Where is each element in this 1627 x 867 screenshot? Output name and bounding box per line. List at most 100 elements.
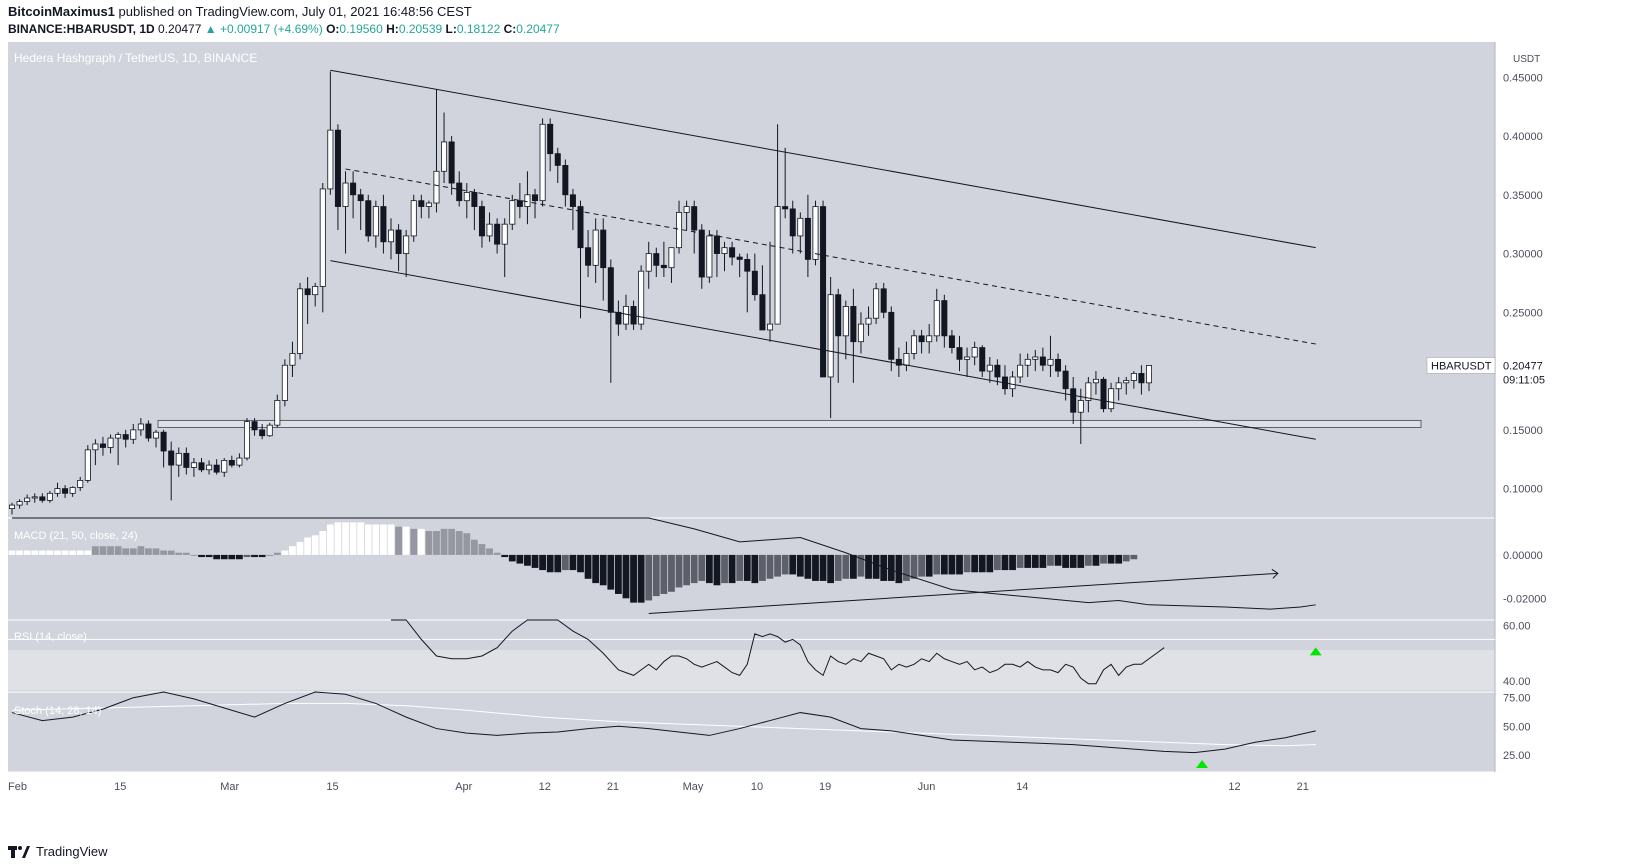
macd-hist-bar xyxy=(16,550,23,555)
bear-candle xyxy=(789,208,796,237)
bear-candle xyxy=(1062,370,1069,390)
macd-hist-bar xyxy=(1039,554,1047,568)
macd-hist-bar xyxy=(167,550,175,555)
bear-candle xyxy=(160,431,167,452)
bear-candle xyxy=(956,347,963,360)
bull-candle xyxy=(46,492,53,501)
macd-hist-bar xyxy=(342,522,349,555)
stoch-pane-bg xyxy=(8,692,1495,772)
macd-hist-bar xyxy=(796,554,804,577)
macd-hist-bar xyxy=(54,550,61,555)
macd-hist-bar xyxy=(463,533,471,555)
bull-candle xyxy=(1092,378,1099,384)
x-tick-label: 21 xyxy=(607,781,619,793)
bear-candle xyxy=(569,194,576,207)
bear-candle xyxy=(880,288,887,313)
macd-hist-bar xyxy=(69,550,77,555)
bull-candle xyxy=(236,457,243,466)
macd-hist-bar xyxy=(220,554,228,560)
bull-candle xyxy=(84,449,91,481)
macd-hist-bar xyxy=(933,554,941,575)
macd-hist-bar xyxy=(516,554,524,564)
macd-hist-bar xyxy=(1107,554,1115,564)
bull-candle xyxy=(933,300,940,337)
bull-candle xyxy=(1032,356,1039,360)
bull-candle xyxy=(1009,376,1016,390)
macd-hist-bar xyxy=(122,548,130,555)
open-value: 0.19560 xyxy=(339,22,383,36)
bull-candle xyxy=(1085,382,1092,401)
symbol-line[interactable]: BINANCE:HBARUSDT, 1D xyxy=(8,22,155,36)
bear-candle xyxy=(607,267,614,313)
macd-hist-bar xyxy=(38,550,46,555)
macd-hist-bar xyxy=(842,554,850,579)
macd-hist-bar xyxy=(91,546,99,555)
bull-candle xyxy=(115,434,122,439)
stoch-tick-label: 50.00 xyxy=(1503,721,1531,733)
macd-hist-bar xyxy=(380,524,387,555)
x-tick-label: 14 xyxy=(1016,781,1028,793)
macd-hist-bar xyxy=(281,550,289,555)
tradingview-brand[interactable]: TradingView xyxy=(36,844,108,859)
pane-labels: Hedera Hashgraph / TetherUS, 1D, BINANCE… xyxy=(14,51,257,717)
bear-candle xyxy=(698,229,705,278)
stoch-pane xyxy=(11,691,1316,768)
bull-candle xyxy=(1077,400,1084,413)
macd-hist-bar xyxy=(940,554,948,575)
macd-hist-bar xyxy=(152,548,160,555)
macd-hist-bar xyxy=(1130,554,1138,560)
bull-candle xyxy=(69,487,76,494)
macd-hist-bar xyxy=(698,554,706,581)
bear-candle xyxy=(395,229,402,254)
macd-hist-bar xyxy=(690,554,698,584)
macd-hist-bar xyxy=(887,554,895,581)
bull-candle xyxy=(638,270,645,325)
macd-hist-bar xyxy=(478,544,486,555)
bull-candle xyxy=(827,294,834,378)
bull-candle xyxy=(24,497,31,502)
macd-hist-bar xyxy=(243,554,251,558)
macd-hist-bar xyxy=(273,552,281,555)
bull-candle xyxy=(410,200,417,237)
close-value: 0.20477 xyxy=(516,22,560,36)
close-label: C: xyxy=(503,22,517,36)
bear-candle xyxy=(213,464,220,473)
bear-candle xyxy=(532,194,539,202)
bull-candle xyxy=(865,317,872,325)
x-tick-label: Mar xyxy=(220,781,239,793)
bear-candle xyxy=(713,235,720,254)
bull-candle xyxy=(486,223,493,237)
bear-candle xyxy=(99,443,106,448)
bull-candle xyxy=(721,247,728,254)
macd-tick-label: -0.02000 xyxy=(1503,593,1546,605)
bear-candle xyxy=(259,429,266,437)
candles xyxy=(8,71,1153,515)
bear-candle xyxy=(835,294,842,337)
macd-hist-bar xyxy=(956,554,963,575)
bear-candle xyxy=(418,200,425,207)
macd-line xyxy=(12,517,1316,610)
x-tick-label: 10 xyxy=(751,781,763,793)
bull-candle xyxy=(274,400,281,426)
macd-hist-bar xyxy=(160,550,167,555)
macd-hist-bar xyxy=(994,554,1001,571)
bear-candle xyxy=(228,460,235,466)
x-tick-label: Jun xyxy=(918,781,936,793)
x-tick-label: 21 xyxy=(1297,781,1309,793)
bear-candle xyxy=(554,153,561,166)
macd-hist-bar xyxy=(971,554,979,573)
macd-hist-bar xyxy=(311,535,319,555)
bear-candle xyxy=(304,288,311,296)
macd-hist-bar xyxy=(1016,554,1024,568)
macd-hist-bar xyxy=(577,554,584,573)
bull-candle xyxy=(1017,364,1024,378)
stoch-up-marker xyxy=(1196,760,1209,768)
bull-candle xyxy=(425,202,432,207)
macd-hist-bar xyxy=(630,554,637,603)
price-tick-label: 0.10000 xyxy=(1503,484,1543,496)
macd-hist-bar xyxy=(228,554,236,560)
macd-hist-bar xyxy=(554,554,562,573)
author-name[interactable]: BitcoinMaximus1 xyxy=(8,4,115,19)
macd-hist-bar xyxy=(592,554,600,584)
